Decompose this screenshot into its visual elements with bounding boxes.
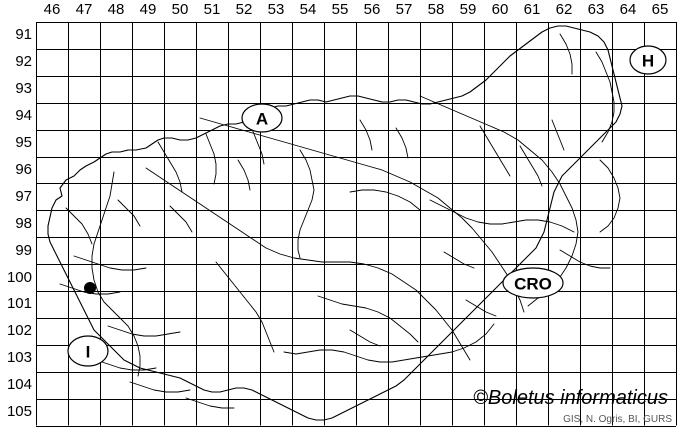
country-code-ellipse (629, 45, 667, 75)
column-label-57: 57 (395, 1, 413, 18)
occurrence-dot (84, 282, 96, 294)
row-label-98: 98 (15, 214, 32, 232)
column-label-64: 64 (619, 1, 637, 18)
column-label-54: 54 (299, 1, 317, 18)
column-label-49: 49 (139, 1, 157, 18)
country-code-ellipse (502, 267, 564, 299)
country-code-text: H (642, 52, 654, 71)
column-label-60: 60 (491, 1, 509, 18)
column-label-46: 46 (43, 1, 61, 18)
copyright-label: ©Boletus informaticus (473, 387, 668, 409)
row-label-93: 93 (15, 80, 32, 98)
row-label-96: 96 (15, 160, 32, 178)
row-label-102: 102 (6, 322, 32, 340)
row-label-97: 97 (15, 187, 32, 205)
row-label-105: 105 (6, 403, 32, 421)
column-label-52: 52 (235, 1, 253, 18)
column-label-61: 61 (523, 1, 541, 18)
country-code-labels: A H CRO I (67, 45, 667, 367)
coordinate-grid (36, 22, 677, 427)
country-code-text: A (256, 110, 268, 129)
column-label-65: 65 (651, 1, 669, 18)
country-code-a: A (241, 103, 283, 133)
column-label-63: 63 (587, 1, 605, 18)
column-label-48: 48 (107, 1, 125, 18)
column-label-62: 62 (555, 1, 573, 18)
occurrence-dots (84, 282, 96, 294)
column-label-47: 47 (75, 1, 93, 18)
row-label-101: 101 (6, 295, 32, 313)
column-label-55: 55 (331, 1, 349, 18)
row-label-94: 94 (15, 107, 32, 125)
row-label-100: 100 (6, 268, 32, 286)
row-label-91: 91 (15, 26, 32, 44)
column-label-50: 50 (171, 1, 189, 18)
row-label-103: 103 (6, 349, 32, 367)
row-label-92: 92 (15, 53, 32, 71)
row-label-95: 95 (15, 134, 32, 152)
column-label-51: 51 (203, 1, 221, 18)
country-code-cro: CRO (502, 267, 564, 299)
country-code-text: CRO (514, 275, 552, 294)
country-code-h: H (629, 45, 667, 75)
country-code-ellipse (241, 103, 283, 133)
row-label-99: 99 (15, 241, 32, 259)
country-code-i: I (67, 335, 109, 367)
credit-label: GIS, N. Ogris, BI, GURS (563, 414, 672, 425)
row-label-104: 104 (6, 376, 32, 394)
column-label-53: 53 (267, 1, 285, 18)
column-label-59: 59 (459, 1, 477, 18)
column-label-58: 58 (427, 1, 445, 18)
country-code-text: I (86, 343, 91, 362)
column-label-56: 56 (363, 1, 381, 18)
country-code-ellipse (67, 335, 109, 367)
